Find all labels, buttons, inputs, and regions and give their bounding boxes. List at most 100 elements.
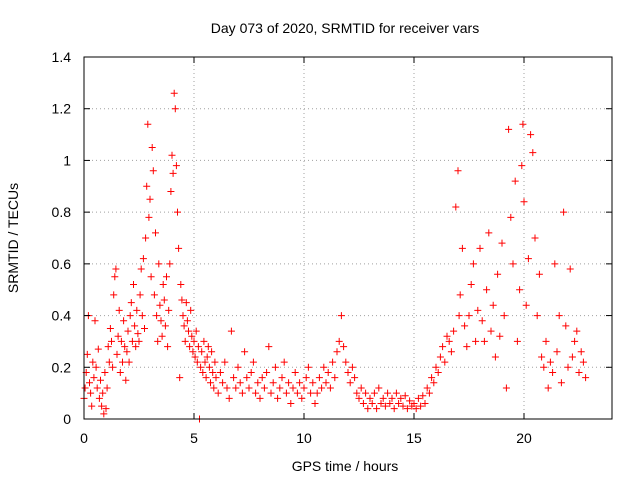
data-point: [557, 379, 565, 387]
axis-ticks: [83, 56, 612, 420]
data-point: [276, 384, 284, 392]
y-tick-label: 1.4: [52, 49, 72, 65]
data-point: [146, 195, 154, 203]
data-point: [445, 337, 453, 345]
data-point: [494, 270, 502, 278]
data-point: [124, 327, 132, 335]
y-tick-label: 0.4: [52, 308, 72, 324]
data-point: [88, 402, 96, 410]
data-point: [147, 273, 155, 281]
data-point: [296, 379, 304, 387]
data-point: [156, 301, 164, 309]
data-point: [455, 312, 463, 320]
data-point: [458, 244, 466, 252]
data-point: [245, 384, 253, 392]
data-point: [436, 353, 444, 361]
data-point: [207, 379, 214, 387]
data-point: [241, 348, 249, 356]
data-point: [198, 348, 206, 356]
data-point: [399, 402, 407, 410]
data-point: [141, 325, 148, 332]
data-point: [342, 358, 350, 366]
data-point: [185, 327, 192, 335]
data-point: [298, 394, 306, 402]
data-point: [496, 332, 504, 340]
data-point: [309, 379, 317, 387]
data-point: [513, 337, 521, 345]
y-tick-label: 0: [63, 411, 71, 427]
data-point: [177, 281, 185, 289]
data-point: [178, 296, 186, 304]
data-point: [236, 379, 244, 387]
data-point: [285, 379, 293, 387]
data-point: [149, 167, 157, 175]
data-point: [232, 384, 240, 392]
data-point: [180, 322, 188, 330]
data-point: [340, 343, 348, 351]
y-tick-label: 0.2: [52, 359, 72, 375]
data-point: [83, 350, 91, 358]
data-point: [335, 337, 343, 345]
data-point: [318, 384, 326, 392]
data-point: [256, 394, 264, 402]
data-point: [263, 368, 271, 376]
data-point: [269, 379, 277, 387]
data-point: [93, 384, 101, 392]
data-point: [150, 291, 158, 299]
data-point: [489, 301, 497, 309]
data-point: [531, 234, 539, 242]
data-point: [216, 368, 224, 376]
data-point: [577, 348, 585, 356]
data-point: [364, 405, 372, 413]
data-point: [193, 358, 201, 366]
data-point: [179, 312, 187, 320]
data-point: [386, 399, 394, 407]
y-tick-label: 1.2: [52, 101, 72, 117]
data-point: [139, 255, 147, 263]
data-point: [439, 343, 447, 351]
y-axis-tick-labels: 0 0.2 0.4 0.6 0.8 1 1.2 1.4: [52, 49, 72, 427]
data-point: [158, 332, 166, 340]
data-point: [359, 399, 367, 407]
data-point: [300, 384, 308, 392]
data-point: [313, 389, 321, 397]
data-point: [443, 332, 451, 340]
data-point: [81, 384, 89, 392]
data-point: [115, 306, 123, 314]
data-point: [160, 296, 168, 304]
data-point: [388, 394, 396, 402]
data-point: [324, 368, 332, 376]
data-point: [507, 213, 515, 221]
data-point: [428, 374, 436, 382]
data-point: [551, 260, 559, 268]
data-point: [568, 353, 576, 361]
data-point: [307, 389, 315, 397]
data-point: [168, 151, 176, 159]
data-point: [357, 384, 365, 392]
data-point: [165, 306, 173, 314]
data-point: [211, 358, 219, 366]
data-point: [260, 384, 268, 392]
y-tick-label: 0.8: [52, 204, 72, 220]
data-point: [170, 89, 178, 97]
data-point: [181, 337, 189, 345]
data-point: [278, 374, 286, 382]
data-point: [174, 208, 181, 216]
data-point: [329, 358, 337, 366]
data-point: [498, 239, 506, 247]
data-point: [105, 358, 113, 366]
data-point: [136, 291, 144, 299]
data-point: [243, 374, 251, 382]
data-point: [346, 379, 354, 387]
data-point: [219, 379, 227, 387]
data-point: [100, 410, 108, 418]
data-point: [167, 187, 175, 195]
data-point: [267, 389, 275, 397]
data-point: [412, 405, 420, 413]
data-point: [375, 384, 383, 392]
data-point: [487, 327, 495, 335]
gridlines: [84, 57, 612, 419]
data-point: [353, 389, 361, 397]
data-point: [187, 306, 195, 314]
